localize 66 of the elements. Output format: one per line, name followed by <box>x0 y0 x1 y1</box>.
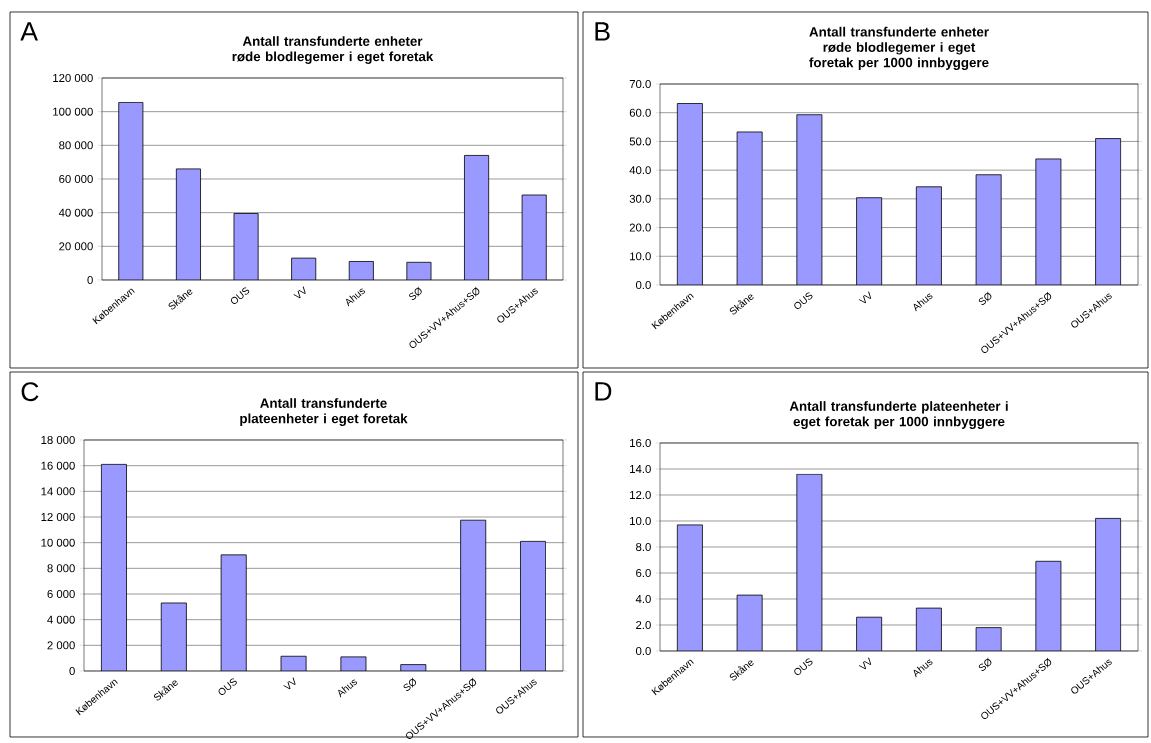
chart-title: Antall transfunderte plateenheter i eget foretak <box>240 398 408 427</box>
bar <box>1035 158 1062 286</box>
text: A <box>20 22 39 41</box>
bar <box>736 131 763 286</box>
bar <box>975 174 1002 286</box>
x-tick-label: OUS <box>218 678 237 696</box>
bar <box>796 114 823 286</box>
x-tick-label: OUS <box>794 658 813 676</box>
y-tick-label: 14.0 <box>630 465 651 474</box>
bar <box>676 103 703 286</box>
y-tick-label: 100 000 <box>53 107 93 116</box>
y-tick-label: 20 000 <box>59 242 93 251</box>
bar <box>1095 518 1122 652</box>
text: D <box>595 382 612 401</box>
y-tick-label: 10.0 <box>630 252 651 261</box>
y-tick-label: 12.0 <box>630 491 651 500</box>
y-tick-label: 16.0 <box>630 439 651 448</box>
text: B <box>595 22 610 41</box>
y-tick-label: 0 <box>69 667 75 676</box>
y-tick-label: 0 <box>87 276 93 285</box>
bar <box>915 186 942 286</box>
y-tick-label: 14 000 <box>41 487 75 496</box>
chart-title: Antall transfunderte plateenheter i eget foretak per 1000 innbyggere <box>789 401 1008 430</box>
chart-title: Antall transfunderte enheter røde blodlegemer i eget foretak per 1000 innbyggere <box>809 27 989 71</box>
bar <box>1035 561 1062 652</box>
x-tick-label: OUS <box>230 287 250 305</box>
y-tick-label: 6 000 <box>47 590 75 599</box>
y-tick-label: 12 000 <box>41 513 75 522</box>
y-tick-label: 20.0 <box>629 223 651 232</box>
y-tick-label: 2.0 <box>636 621 651 630</box>
bar <box>856 617 883 652</box>
y-tick-label: 10 000 <box>41 538 75 547</box>
y-tick-label: 8.0 <box>636 543 651 552</box>
bar <box>1095 138 1122 286</box>
y-tick-label: 60 000 <box>59 175 93 184</box>
bar <box>975 627 1002 652</box>
y-tick-label: 120 000 <box>53 74 93 83</box>
y-tick-label: 30.0 <box>629 195 651 204</box>
chart-title: Antall transfunderte enheter røde blodlegemer i eget foretak <box>232 36 434 65</box>
y-tick-label: 60.0 <box>629 108 651 117</box>
bar <box>856 197 883 286</box>
x-tick-label: VV <box>858 291 872 304</box>
bar <box>676 524 703 652</box>
y-tick-label: 16 000 <box>41 461 75 470</box>
y-tick-label: 4 000 <box>47 615 75 624</box>
y-tick-label: 40 000 <box>58 208 93 217</box>
x-tick-label: OUS <box>794 292 813 310</box>
y-tick-label: 50.0 <box>629 137 651 146</box>
y-tick-label: 10.0 <box>630 517 651 526</box>
x-tick-label: VV <box>858 657 872 670</box>
bar <box>915 607 942 652</box>
y-tick-label: 8 000 <box>47 564 75 573</box>
y-tick-label: 0.0 <box>635 647 651 656</box>
y-tick-label: 6.0 <box>636 569 651 578</box>
x-tick-label: VV <box>283 677 296 690</box>
text: C <box>21 382 39 402</box>
y-tick-label: 18 000 <box>41 436 75 445</box>
bar <box>736 594 763 652</box>
x-tick-label: VV <box>293 286 306 299</box>
y-tick-label: 2 000 <box>47 641 75 650</box>
y-tick-label: 4.0 <box>635 595 651 604</box>
y-tick-label: 80 000 <box>59 141 93 150</box>
y-tick-label: 0.0 <box>635 281 651 290</box>
y-tick-label: 40.0 <box>629 166 651 175</box>
y-tick-label: 70.0 <box>629 80 651 89</box>
bar <box>796 474 823 652</box>
